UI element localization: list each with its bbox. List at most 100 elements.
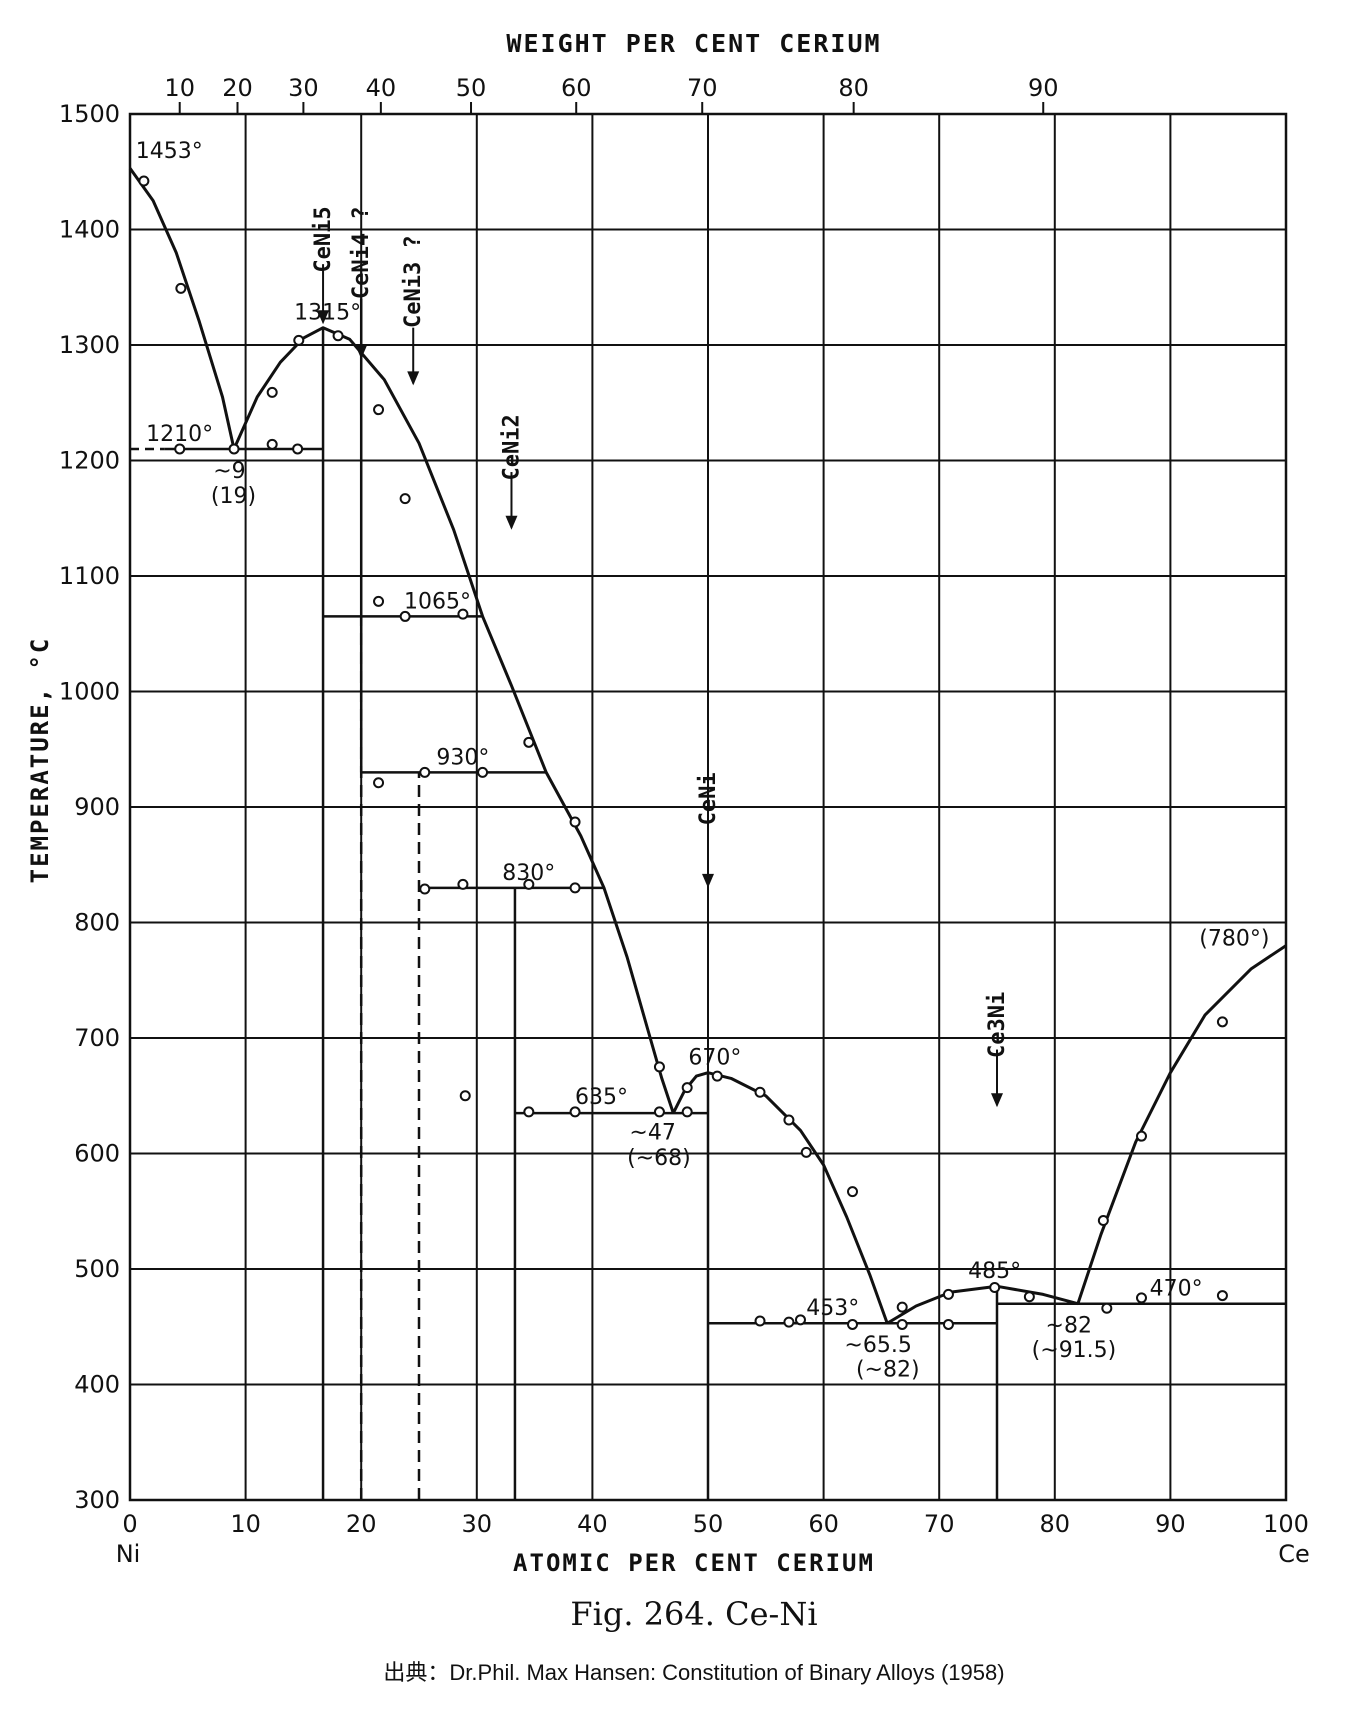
annotation-label: (780°) (1199, 927, 1269, 952)
annotation-label: ~82 (1046, 1314, 1092, 1339)
annotation-label: (~91.5) (1032, 1338, 1117, 1363)
liquidus-curve (128, 167, 236, 450)
data-point (1136, 1130, 1147, 1142)
data-point (1216, 1290, 1228, 1302)
phase-label: CeNi2 (499, 414, 524, 480)
y-tick-label: 1100 (59, 562, 120, 590)
phase-arrowhead (702, 873, 714, 888)
data-point (523, 878, 535, 890)
annotation-label: 1210° (146, 422, 213, 447)
plot-frame (128, 112, 1288, 1502)
y-tick-label: 1500 (59, 100, 120, 128)
data-point (942, 1288, 954, 1300)
data-point (266, 386, 278, 398)
x-tick-label: 50 (693, 1510, 724, 1538)
data-point (1136, 1292, 1147, 1304)
x-tick-label: 60 (808, 1510, 839, 1538)
y-tick-label: 500 (74, 1255, 120, 1283)
x-tick-label: 90 (1155, 1510, 1186, 1538)
data-point (457, 878, 469, 890)
data-point (896, 1318, 908, 1330)
source-note: 出典：Dr.Phil. Max Hansen: Constitution of … (383, 1660, 1004, 1685)
data-point (138, 175, 150, 187)
data-point (754, 1086, 766, 1098)
annotation-label: 470° (1150, 1277, 1203, 1302)
phase-arrowhead (355, 344, 368, 359)
y-tick-label: 700 (74, 1024, 120, 1052)
weight-tick-label: 10 (164, 74, 195, 102)
data-point (1216, 1016, 1228, 1028)
x-tick-label: 70 (924, 1510, 955, 1538)
y-tick-label: 400 (74, 1371, 120, 1399)
weight-tick-label: 30 (288, 74, 319, 102)
x-tick-label: 30 (462, 1510, 493, 1538)
data-point (175, 282, 187, 294)
data-point (266, 438, 278, 450)
data-point (754, 1315, 766, 1327)
data-point (1023, 1291, 1035, 1303)
liquidus-curve (886, 1284, 1079, 1325)
annotation-label: 485° (968, 1259, 1021, 1284)
data-point (800, 1146, 812, 1158)
data-point (711, 1070, 723, 1082)
annotation-label: (19) (211, 484, 256, 509)
data-point (783, 1114, 795, 1126)
data-point (942, 1318, 954, 1330)
phase-arrowhead (317, 310, 330, 325)
data-point (459, 1090, 471, 1102)
data-point (569, 882, 581, 894)
x-tick-label: 80 (1040, 1510, 1071, 1538)
annotation-label: 1065° (404, 589, 471, 614)
annotation-label: 830° (502, 861, 555, 886)
weight-tick-label: 50 (456, 74, 487, 102)
data-point (523, 1106, 535, 1118)
data-point (419, 766, 431, 778)
data-point (373, 777, 385, 789)
y-tick-label: 600 (74, 1140, 120, 1168)
annotation-label: (~68) (627, 1146, 691, 1171)
phase-arrowhead (505, 515, 518, 530)
data-point (399, 610, 411, 622)
weight-tick-label: 60 (561, 74, 592, 102)
data-point (653, 1106, 665, 1118)
x-axis-label: ATOMIC PER CENT CERIUM (513, 1549, 875, 1577)
data-point (399, 493, 411, 505)
data-point (896, 1301, 908, 1313)
weight-tick-label: 40 (366, 74, 397, 102)
data-point (457, 608, 469, 620)
data-point (1101, 1302, 1113, 1314)
y-tick-label: 800 (74, 909, 120, 937)
weight-tick-label: 20 (222, 74, 253, 102)
weight-tick-label: 90 (1028, 74, 1059, 102)
y-tick-label: 1200 (59, 447, 120, 475)
phase-arrowhead (407, 371, 420, 386)
data-point (292, 443, 304, 455)
data-point (783, 1316, 795, 1328)
data-point (681, 1106, 693, 1118)
phase-label: CeNi5 (311, 206, 336, 272)
y-tick-label: 900 (74, 793, 120, 821)
figure-caption: Fig. 264. Ce-Ni (570, 1595, 817, 1633)
data-point (847, 1318, 858, 1330)
phase-label: CeNi (696, 772, 721, 825)
data-point (373, 404, 385, 416)
data-point (293, 334, 305, 346)
weight-tick-label: 80 (838, 74, 869, 102)
y-tick-label: 1400 (59, 216, 120, 244)
data-point (523, 736, 535, 748)
annotation-label: ~65.5 (844, 1333, 911, 1358)
data-point (332, 330, 344, 342)
tick-labels: 0 10 20 30 40 50 60 70 80 90 100 300 400 500 600 700 800… (59, 74, 1310, 1568)
data-point (847, 1186, 858, 1198)
phase-label: CeNi3 ? (401, 235, 426, 328)
data-point (419, 883, 431, 895)
annotation-label: (~82) (856, 1357, 920, 1382)
data-point (373, 595, 385, 607)
weight-axis-title: WEIGHT PER CENT CERIUM (506, 29, 881, 58)
x-tick-label: 20 (346, 1510, 377, 1538)
data-point (477, 766, 489, 778)
annotation-label: 670° (688, 1046, 741, 1071)
data-point (569, 1106, 581, 1118)
